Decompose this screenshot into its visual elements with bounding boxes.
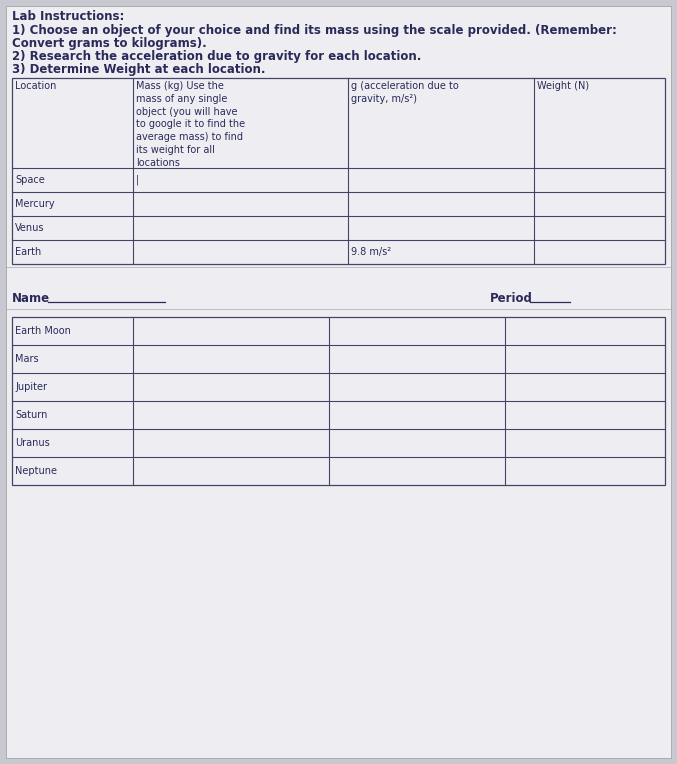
Text: Location: Location	[15, 81, 56, 91]
Text: |: |	[136, 175, 139, 185]
Text: Period: Period	[490, 293, 533, 306]
Text: Jupiter: Jupiter	[15, 382, 47, 392]
Text: Space: Space	[15, 175, 45, 185]
Text: Mass (kg) Use the
mass of any single
object (you will have
to google it to find : Mass (kg) Use the mass of any single obj…	[136, 81, 245, 168]
Text: Convert grams to kilograms).: Convert grams to kilograms).	[12, 37, 206, 50]
Text: 1) Choose an object of your choice and find its mass using the scale provided. (: 1) Choose an object of your choice and f…	[12, 24, 617, 37]
Text: 3) Determine Weight at each location.: 3) Determine Weight at each location.	[12, 63, 265, 76]
Text: Name: Name	[12, 293, 50, 306]
Text: Lab Instructions:: Lab Instructions:	[12, 10, 125, 23]
Text: g (acceleration due to
gravity, m/s²): g (acceleration due to gravity, m/s²)	[351, 81, 459, 104]
Text: Neptune: Neptune	[15, 466, 57, 476]
Text: Weight (N): Weight (N)	[538, 81, 590, 91]
Text: Earth Moon: Earth Moon	[15, 326, 71, 336]
Text: Mars: Mars	[15, 354, 39, 364]
Text: Venus: Venus	[15, 223, 45, 233]
Text: Earth: Earth	[15, 247, 41, 257]
Text: Uranus: Uranus	[15, 438, 49, 448]
Text: Mercury: Mercury	[15, 199, 55, 209]
Text: Saturn: Saturn	[15, 410, 47, 420]
Text: 2) Research the acceleration due to gravity for each location.: 2) Research the acceleration due to grav…	[12, 50, 421, 63]
Bar	[12, 317, 665, 485]
Text: 9.8 m/s²: 9.8 m/s²	[351, 247, 391, 257]
Bar	[12, 78, 665, 264]
